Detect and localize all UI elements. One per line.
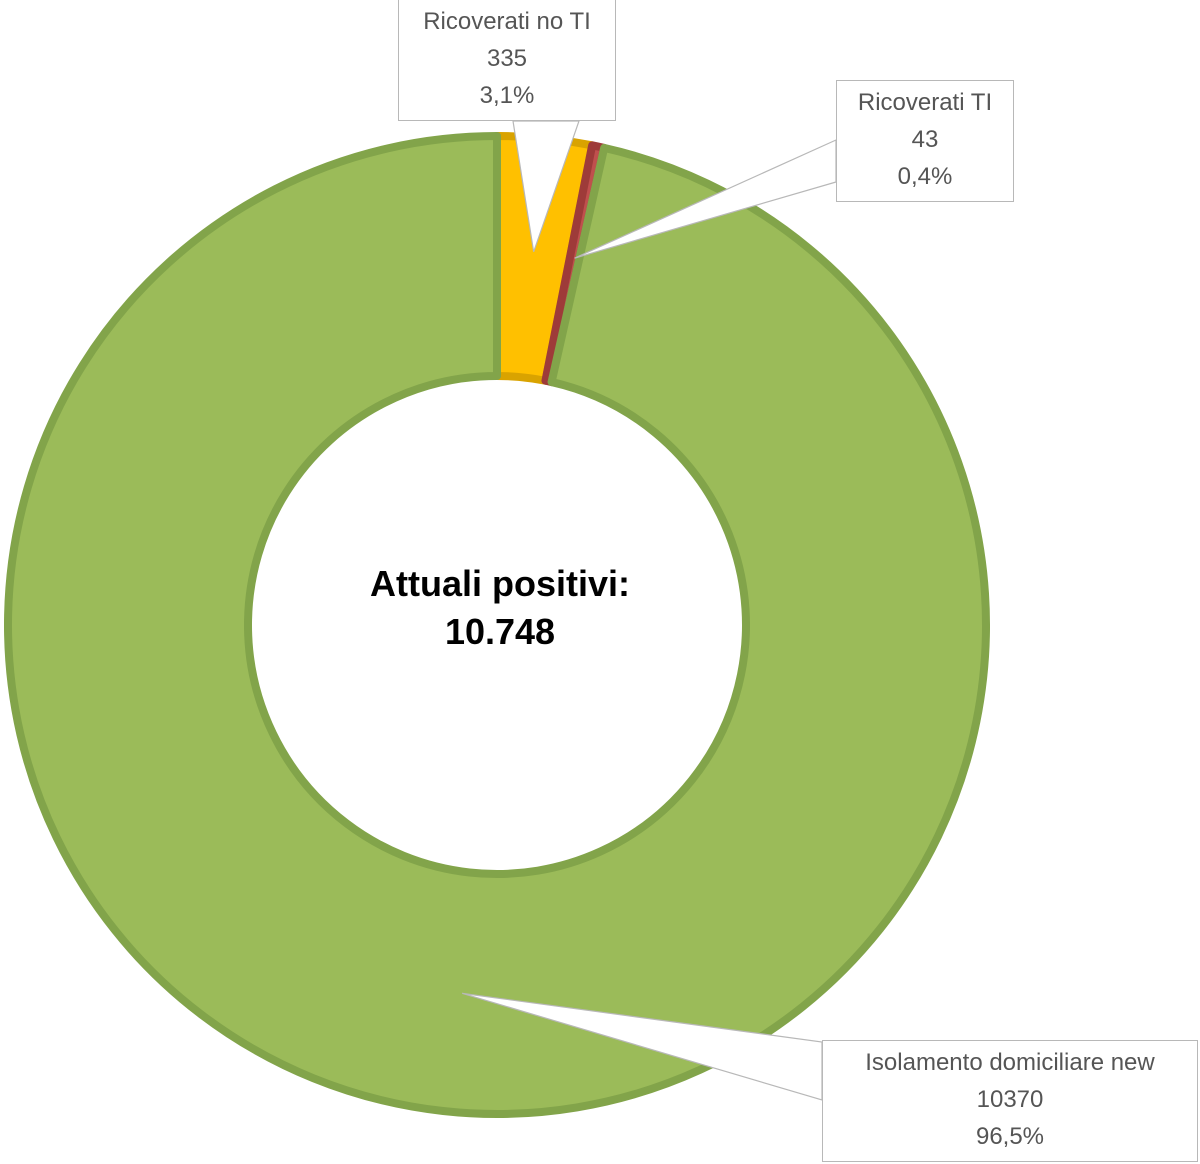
data-label-ricoverati-ti: Ricoverati TI 43 0,4% (836, 80, 1014, 202)
center-label-title: Attuali positivi: (370, 563, 630, 604)
data-label-ricoverati-no-ti: Ricoverati no TI 335 3,1% (398, 0, 616, 121)
data-label-value: 10370 (976, 1086, 1044, 1113)
slice-isolamento-domiciliare-new (4, 132, 990, 1118)
data-label-percent: 0,4% (897, 163, 953, 190)
center-label: Attuali positivi: 10.748 (300, 560, 700, 656)
data-label-percent: 96,5% (975, 1123, 1045, 1150)
data-label-isolamento-domiciliare: Isolamento domiciliare new 10370 96,5% (822, 1040, 1198, 1162)
data-label-percent: 3,1% (479, 82, 535, 109)
data-label-name: Ricoverati TI (857, 89, 993, 116)
data-label-value: 43 (911, 126, 939, 153)
leader-line-ricoverati-no-ti (512, 120, 580, 252)
center-label-total: 10.748 (444, 611, 556, 652)
slices-layer (4, 132, 990, 1118)
data-label-value: 335 (486, 45, 528, 72)
data-label-name: Ricoverati no TI (423, 8, 591, 35)
data-label-name: Isolamento domiciliare new (865, 1049, 1155, 1076)
